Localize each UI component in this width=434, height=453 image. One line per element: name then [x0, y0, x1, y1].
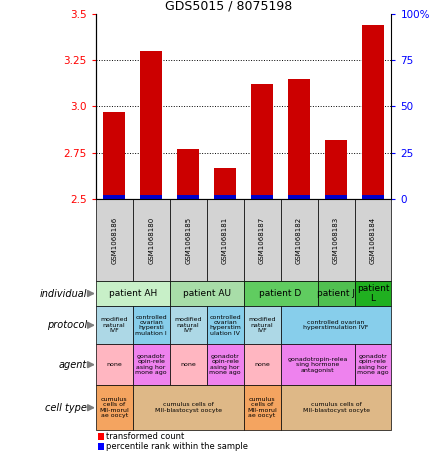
Bar [95, 306, 132, 344]
Bar [287, 195, 309, 199]
Bar [169, 344, 206, 385]
Text: patient AU: patient AU [182, 289, 230, 298]
Bar [177, 149, 199, 199]
Text: controlled
ovarian
hypersti
mulation I: controlled ovarian hypersti mulation I [135, 315, 167, 336]
Bar [169, 281, 243, 306]
Text: individual: individual [39, 289, 87, 299]
Bar [324, 140, 346, 199]
Text: cell type: cell type [45, 403, 87, 413]
Text: agent: agent [59, 360, 87, 370]
Bar [177, 195, 199, 199]
Bar [354, 199, 391, 281]
Text: controlled ovarian
hyperstimulation IVF: controlled ovarian hyperstimulation IVF [302, 320, 368, 330]
Text: modified
natural
IVF: modified natural IVF [100, 318, 128, 333]
Bar [95, 281, 169, 306]
Bar [132, 199, 169, 281]
Bar [324, 195, 346, 199]
Bar [169, 306, 206, 344]
Bar [287, 79, 309, 199]
Bar [243, 344, 280, 385]
Bar [280, 344, 354, 385]
Bar [206, 344, 243, 385]
Text: GSM1068186: GSM1068186 [111, 217, 117, 264]
Bar [317, 199, 354, 281]
Bar [243, 199, 280, 281]
Bar [280, 306, 391, 344]
Bar [243, 281, 317, 306]
Text: cumulus
cells of
MII-morul
ae oocyt: cumulus cells of MII-morul ae oocyt [99, 397, 129, 418]
Bar [140, 51, 162, 199]
Text: GSM1068185: GSM1068185 [185, 217, 191, 264]
Text: patient J: patient J [316, 289, 354, 298]
Text: GSM1068182: GSM1068182 [296, 217, 301, 264]
Bar [280, 199, 317, 281]
Title: GDS5015 / 8075198: GDS5015 / 8075198 [165, 0, 292, 12]
Bar [103, 195, 125, 199]
Bar [250, 195, 273, 199]
Text: gonadotropin-relea
sing hormone
antagonist: gonadotropin-relea sing hormone antagoni… [287, 357, 347, 372]
Text: GSM1068187: GSM1068187 [259, 217, 264, 264]
Text: cumulus
cells of
MII-morul
ae oocyt: cumulus cells of MII-morul ae oocyt [247, 397, 276, 418]
Bar [214, 168, 236, 199]
Bar [132, 385, 243, 430]
Text: modified
natural
IVF: modified natural IVF [174, 318, 201, 333]
Bar [140, 195, 162, 199]
Bar [169, 199, 206, 281]
Text: patient D: patient D [259, 289, 301, 298]
Text: modified
natural
IVF: modified natural IVF [248, 318, 275, 333]
Bar [361, 25, 383, 199]
Text: gonadotr
opin-rele
asing hor
mone ago: gonadotr opin-rele asing hor mone ago [356, 354, 388, 375]
Text: controlled
ovarian
hyperstim
ulation IV: controlled ovarian hyperstim ulation IV [209, 315, 240, 336]
Text: patient AH: patient AH [108, 289, 156, 298]
Bar [97, 433, 104, 440]
Text: GSM1068184: GSM1068184 [369, 217, 375, 264]
Bar [95, 344, 132, 385]
Bar [103, 112, 125, 199]
Text: GSM1068183: GSM1068183 [332, 217, 338, 264]
Bar [250, 84, 273, 199]
Bar [95, 199, 132, 281]
Text: percentile rank within the sample: percentile rank within the sample [105, 442, 247, 451]
Text: protocol: protocol [46, 320, 87, 330]
Text: cumulus cells of
MII-blastocyst oocyte: cumulus cells of MII-blastocyst oocyte [154, 403, 221, 413]
Bar [280, 385, 391, 430]
Bar [97, 443, 104, 450]
Text: gonadotr
opin-rele
asing hor
mone ago: gonadotr opin-rele asing hor mone ago [209, 354, 240, 375]
Bar [361, 195, 383, 199]
Text: GSM1068180: GSM1068180 [148, 217, 154, 264]
Bar [243, 385, 280, 430]
Text: none: none [106, 362, 122, 367]
Text: none: none [253, 362, 270, 367]
Text: transformed count: transformed count [105, 432, 184, 441]
Bar [206, 199, 243, 281]
Bar [206, 306, 243, 344]
Bar [132, 344, 169, 385]
Text: gonadotr
opin-rele
asing hor
mone ago: gonadotr opin-rele asing hor mone ago [135, 354, 167, 375]
Bar [317, 281, 354, 306]
Bar [243, 306, 280, 344]
Bar [214, 195, 236, 199]
Bar [354, 281, 391, 306]
Text: patient
L: patient L [356, 284, 388, 303]
Bar [132, 306, 169, 344]
Text: GSM1068181: GSM1068181 [222, 217, 227, 264]
Bar [95, 385, 132, 430]
Text: cumulus cells of
MII-blastocyst oocyte: cumulus cells of MII-blastocyst oocyte [302, 403, 369, 413]
Bar [354, 344, 391, 385]
Text: none: none [180, 362, 196, 367]
